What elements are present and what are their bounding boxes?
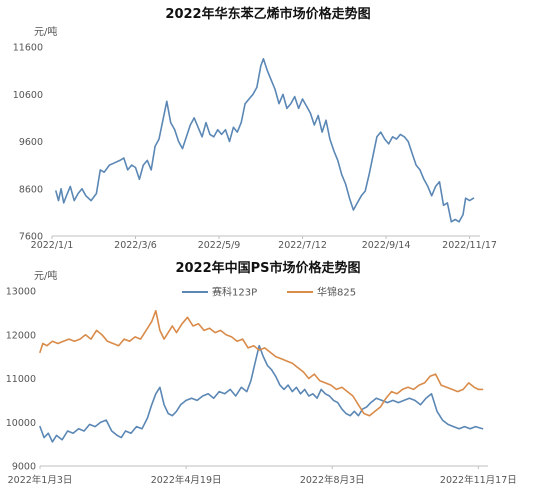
- styrene-series-line-1: [55, 58, 475, 223]
- ps-y-unit: 元/吨: [34, 269, 57, 282]
- styrene-x-tick-label: 2022/9/14: [362, 240, 411, 251]
- ps-chart-title: 2022年中国PS市场价格走势图: [175, 260, 360, 276]
- styrene-y-tick-label: 7600: [19, 232, 43, 243]
- ps-series-line-1: [39, 344, 484, 443]
- ps-y-tick-label: 9000: [12, 462, 36, 473]
- ps-y-tick-label: 11000: [6, 374, 36, 385]
- styrene-y-unit: 元/吨: [34, 25, 57, 38]
- styrene-x-tick-label: 2022/7/12: [278, 240, 327, 251]
- ps-chart: 2022年中国PS市场价格走势图 元/吨 赛科123P 华锦825 9000 100…: [6, 260, 517, 486]
- ps-legend-label-1: 赛科123P: [212, 286, 257, 299]
- ps-x-tick-label: 2022年8月3日: [300, 474, 365, 486]
- styrene-x-axis: 2022/1/1 2022/3/6 2022/5/9 2022/7/12 2022/9/…: [31, 236, 497, 251]
- styrene-chart-title: 2022年华东苯乙烯市场价格走势图: [165, 6, 370, 22]
- ps-legend-label-2: 华锦825: [317, 286, 356, 299]
- styrene-y-tick-label: 10600: [13, 90, 43, 101]
- styrene-x-tick-label: 2022/11/17: [442, 240, 497, 251]
- styrene-y-tick-label: 8600: [19, 184, 43, 195]
- styrene-chart: 2022年华东苯乙烯市场价格走势图 元/吨 7600 8600 9600 10600 1…: [13, 6, 497, 251]
- ps-y-axis: 9000 10000 11000 12000 13000: [6, 287, 36, 473]
- ps-y-tick-label: 13000: [6, 287, 36, 298]
- ps-x-tick-label: 2022年1月3日: [8, 474, 73, 486]
- styrene-x-tick-label: 2022/3/6: [114, 240, 157, 251]
- styrene-y-tick-label: 9600: [19, 137, 43, 148]
- ps-plot-area: [39, 309, 484, 443]
- ps-y-tick-label: 10000: [6, 418, 36, 429]
- styrene-y-tick-label: 11600: [13, 43, 43, 54]
- styrene-x-tick-label: 2022/5/9: [198, 240, 241, 251]
- ps-y-tick-label: 12000: [6, 330, 36, 341]
- ps-legend: 赛科123P 华锦825: [182, 286, 356, 299]
- ps-series-line-2: [39, 309, 484, 417]
- ps-x-tick-label: 2022年4月19日: [151, 474, 222, 486]
- styrene-x-tick-label: 2022/1/1: [31, 240, 74, 251]
- styrene-y-axis: 7600 8600 9600 10600 11600: [13, 43, 43, 243]
- ps-x-tick-label: 2022年11月17日: [440, 474, 517, 486]
- ps-x-axis: 2022年1月3日 2022年4月19日 2022年8月3日 2022年11月17日: [8, 466, 517, 486]
- styrene-plot-area: [55, 58, 475, 223]
